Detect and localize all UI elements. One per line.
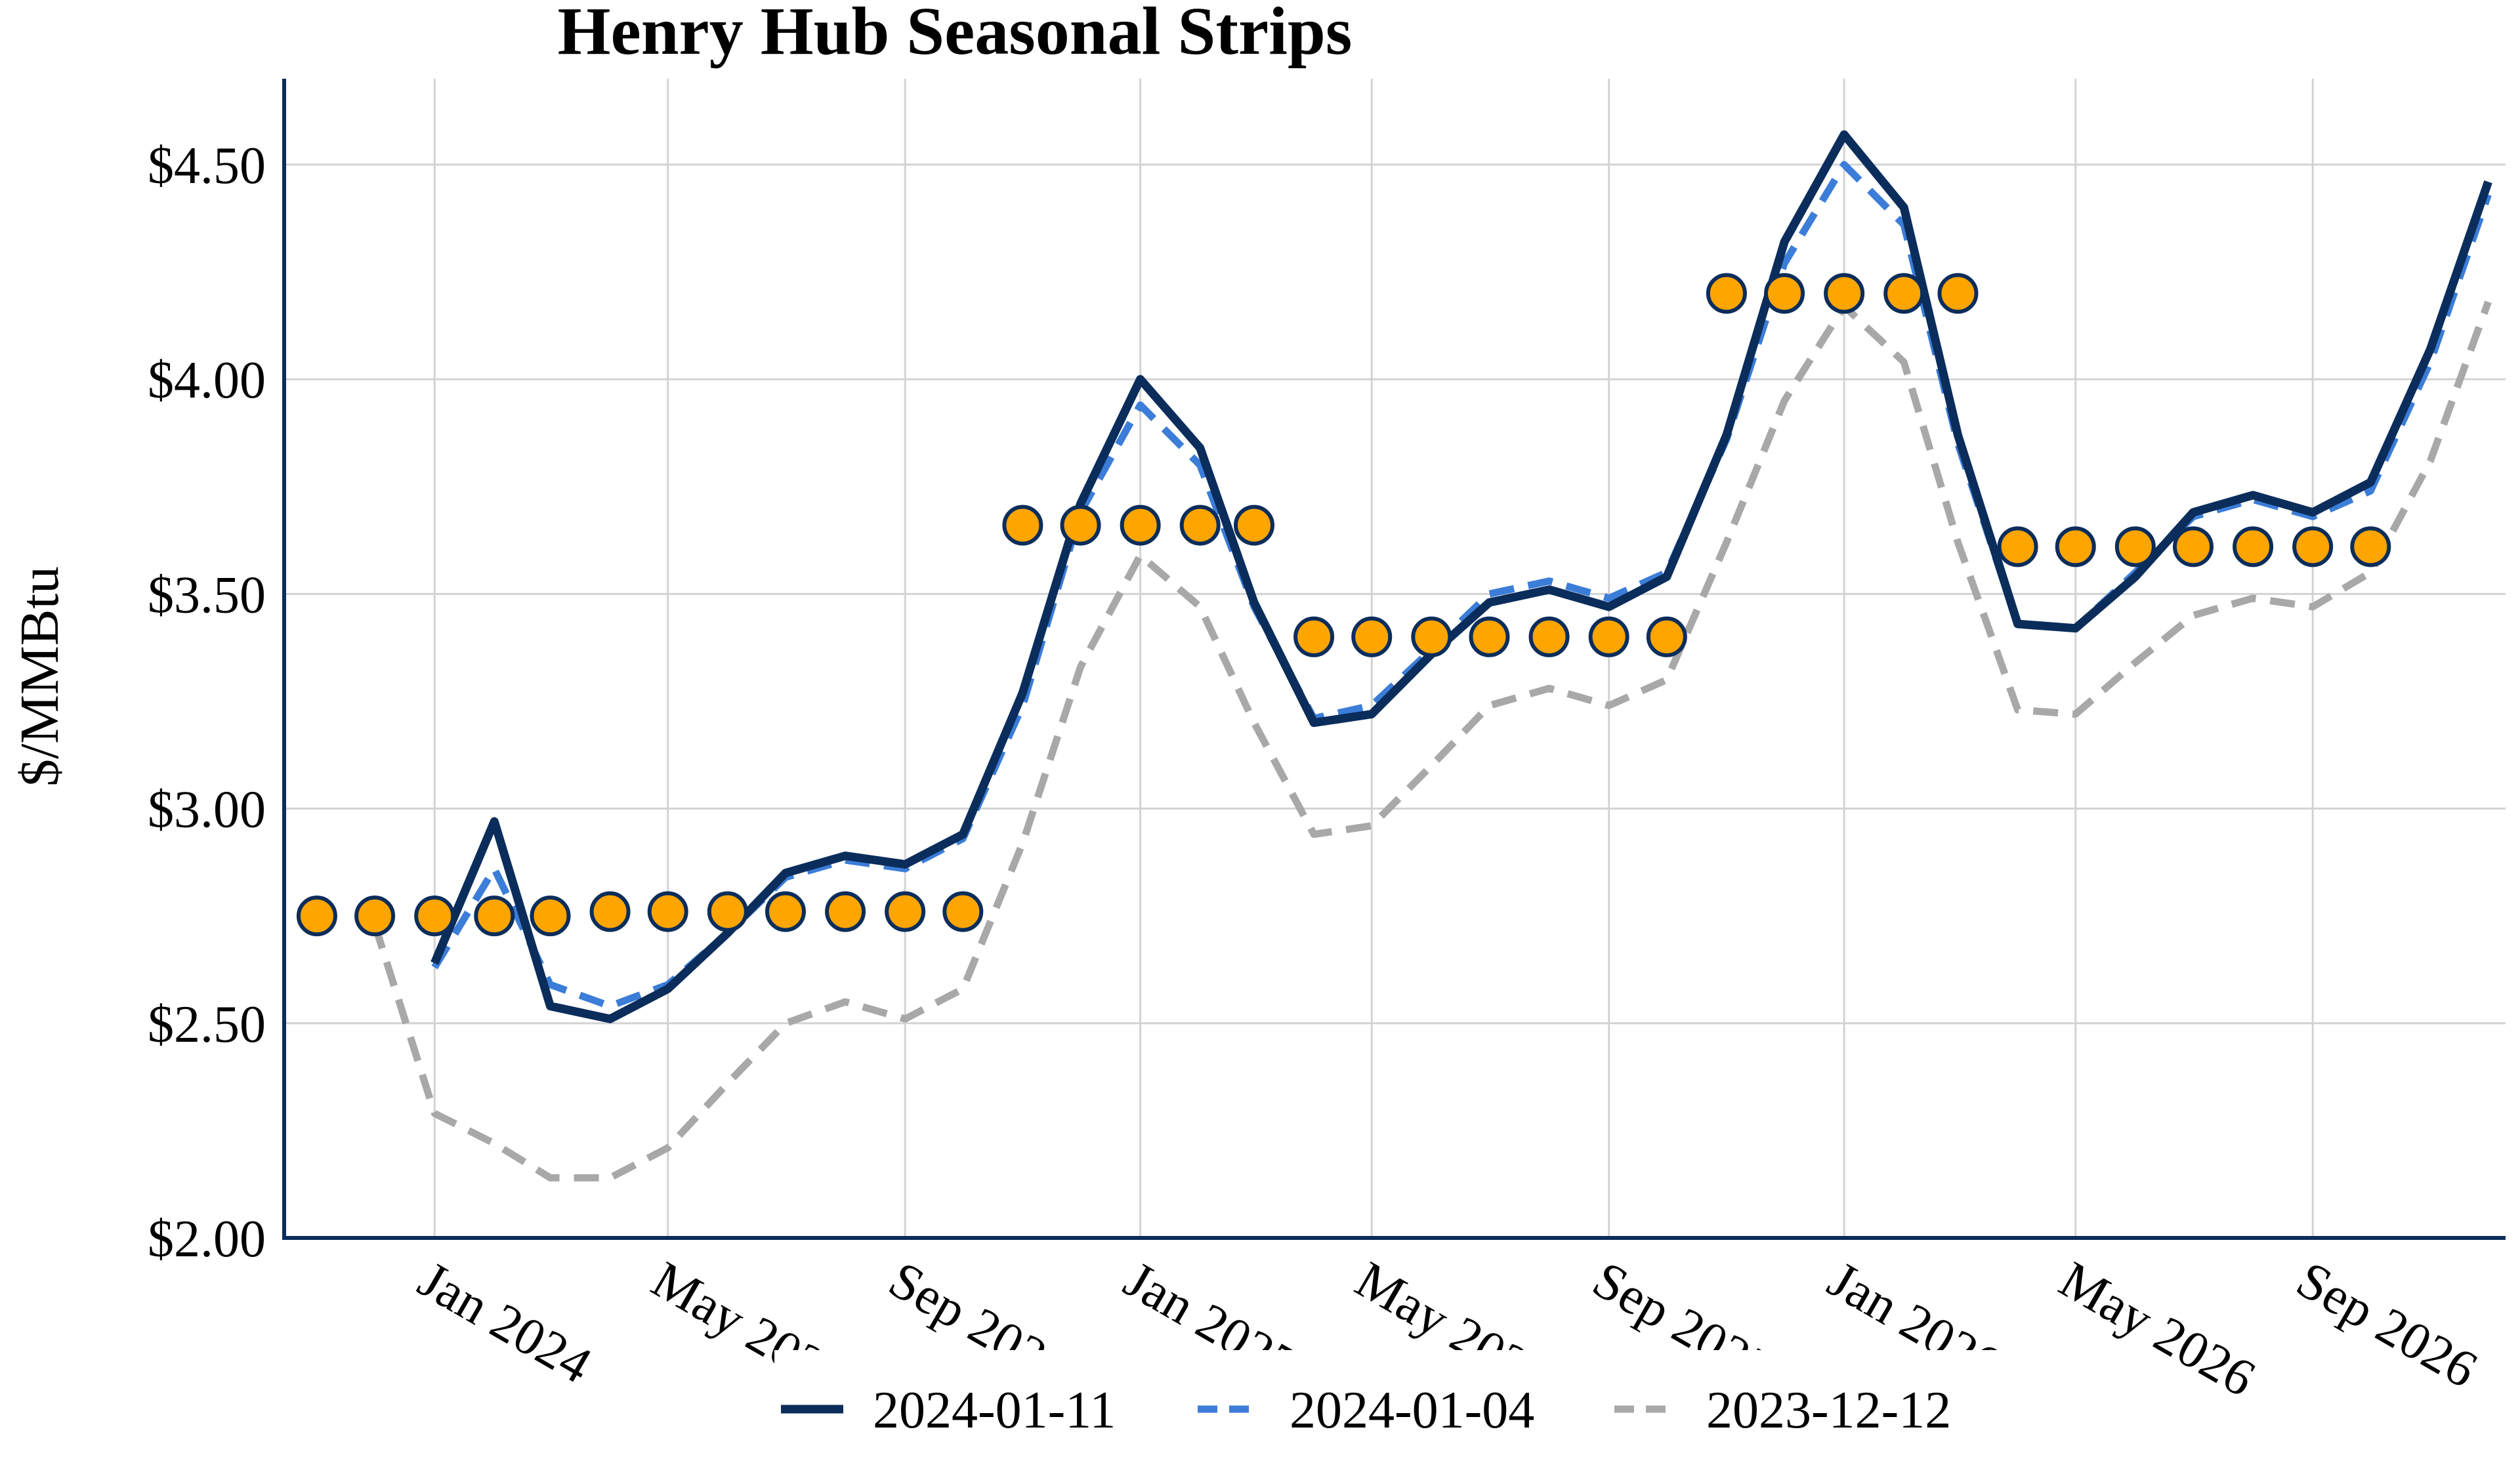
strip-marker [1060, 504, 1101, 546]
strip-marker [1002, 504, 1043, 546]
strip-marker [1706, 273, 1747, 314]
legend-background [774, 1350, 2041, 1449]
y-tick-label: $4.50 [148, 137, 266, 195]
y-axis-label: $/MMBtu [9, 566, 70, 787]
x-tick-label: May 2026 [2050, 1250, 2265, 1408]
strip-marker [2114, 526, 2156, 567]
strip-marker [942, 891, 984, 932]
strip-marker [1293, 616, 1335, 657]
strip-markers [296, 273, 2391, 937]
legend: 2024-01-11 2024-01-04 2023-12-12 [781, 1382, 1951, 1439]
y-tick-label: $4.00 [148, 352, 266, 409]
strip-marker [1997, 526, 2038, 567]
strip-marker [414, 895, 455, 937]
legend-label: 2024-01-04 [1290, 1382, 1534, 1439]
legend-label: 2023-12-12 [1706, 1382, 1951, 1439]
chart-title: Henry Hub Seasonal Strips [558, 0, 1353, 69]
x-tick-label: Jan 2024 [409, 1250, 600, 1395]
strip-marker [1179, 504, 1221, 546]
y-tick-label: $3.50 [148, 566, 266, 624]
strip-marker [1351, 616, 1393, 657]
strip-marker [296, 895, 337, 937]
strip-marker [765, 891, 806, 932]
strip-marker [885, 891, 926, 932]
strip-marker [825, 891, 866, 932]
strip-marker [1588, 616, 1629, 657]
strip-marker [1469, 616, 1510, 657]
y-tick-labels: $2.00 $2.50 $3.00 $3.50 $4.00 $4.50 [148, 137, 266, 1268]
strip-marker [530, 895, 571, 937]
strip-marker [2055, 526, 2096, 567]
strip-marker [707, 891, 748, 932]
strip-marker [647, 891, 688, 932]
series-lines [371, 130, 2492, 1182]
y-tick-label: $2.50 [148, 996, 266, 1054]
strip-marker [1937, 273, 1979, 314]
series-line-2023-12-12 [371, 300, 2492, 1182]
x-tick-label: Sep 2026 [2287, 1250, 2487, 1399]
y-tick-label: $2.00 [148, 1210, 266, 1268]
strip-marker [1411, 616, 1452, 657]
strip-marker [1883, 273, 1925, 314]
grid-lines [284, 79, 2506, 1239]
strip-marker [354, 895, 396, 937]
strip-marker [589, 891, 631, 932]
strip-marker [474, 895, 515, 937]
strip-marker [2350, 526, 2391, 567]
strip-marker [1233, 504, 1274, 546]
series-line-2024-01-11 [430, 130, 2492, 1023]
strip-marker [1764, 273, 1805, 314]
y-tick-label: $3.00 [148, 781, 266, 839]
strip-marker [2233, 526, 2274, 567]
strip-marker [1824, 273, 1865, 314]
strip-marker [2172, 526, 2214, 567]
strip-marker [1120, 504, 1161, 546]
series-line-2024-01-04 [431, 161, 2492, 1010]
strip-marker [1528, 616, 1570, 657]
legend-label: 2024-01-11 [873, 1382, 1116, 1439]
strip-marker [2292, 526, 2334, 567]
strip-marker [1646, 616, 1687, 657]
